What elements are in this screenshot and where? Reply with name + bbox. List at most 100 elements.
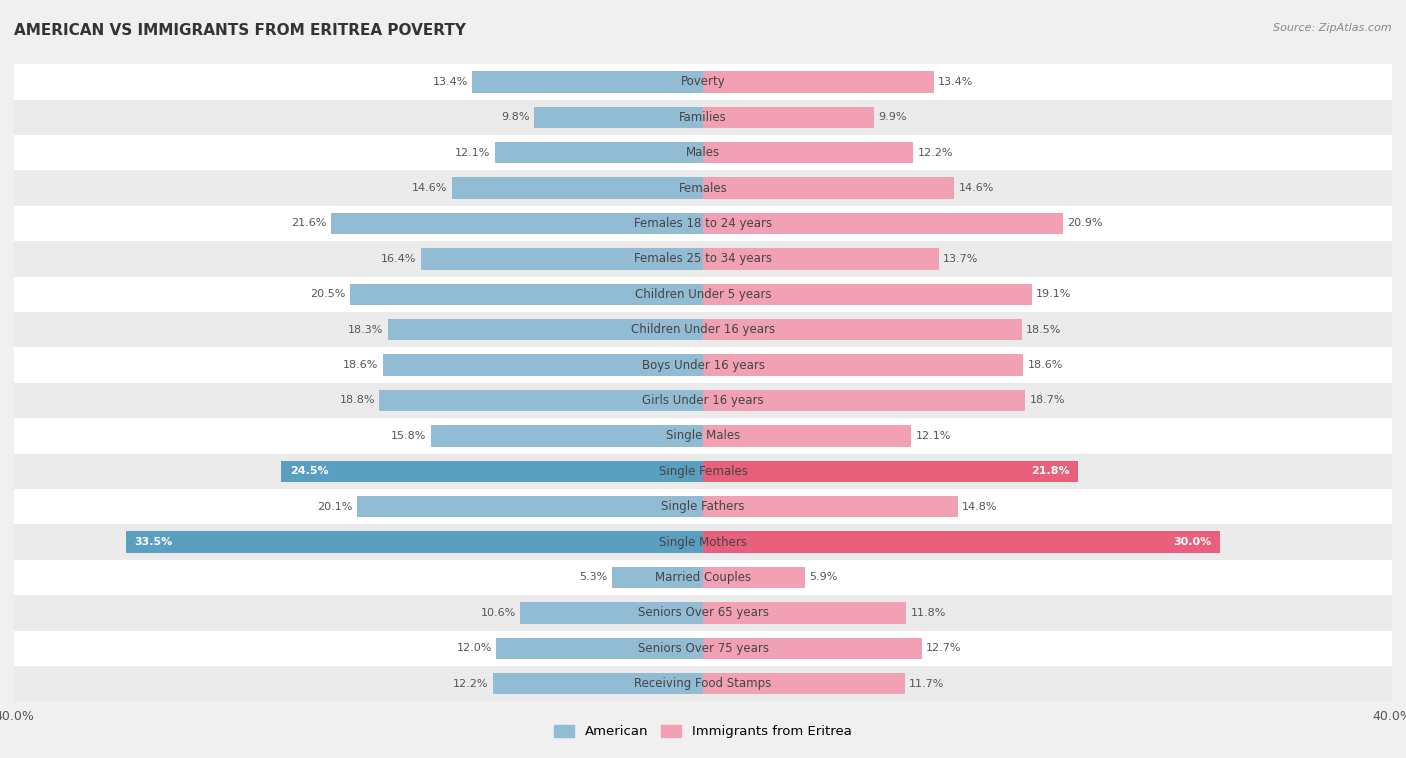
- Bar: [382, 355, 703, 376]
- Bar: [703, 283, 1032, 305]
- Bar: [703, 425, 911, 446]
- Text: 9.8%: 9.8%: [502, 112, 530, 122]
- Bar: [0, 205, 1406, 241]
- Bar: [0, 171, 1406, 205]
- Text: 16.4%: 16.4%: [381, 254, 416, 264]
- Bar: [0, 453, 1406, 489]
- Text: 11.8%: 11.8%: [911, 608, 946, 618]
- Text: Seniors Over 75 years: Seniors Over 75 years: [637, 642, 769, 655]
- Bar: [703, 603, 907, 624]
- Bar: [0, 347, 1406, 383]
- Bar: [0, 418, 1406, 453]
- Text: AMERICAN VS IMMIGRANTS FROM ERITREA POVERTY: AMERICAN VS IMMIGRANTS FROM ERITREA POVE…: [14, 23, 465, 38]
- Bar: [0, 277, 1406, 312]
- Bar: [703, 319, 1022, 340]
- Bar: [703, 461, 1078, 482]
- Text: 12.0%: 12.0%: [457, 644, 492, 653]
- Bar: [0, 489, 1406, 525]
- Bar: [496, 637, 703, 659]
- Bar: [703, 142, 912, 163]
- Text: Poverty: Poverty: [681, 75, 725, 89]
- Bar: [430, 425, 703, 446]
- Bar: [703, 531, 1219, 553]
- Bar: [703, 249, 939, 270]
- Bar: [520, 603, 703, 624]
- Text: 21.8%: 21.8%: [1031, 466, 1070, 476]
- Bar: [0, 666, 1406, 701]
- Text: 20.1%: 20.1%: [318, 502, 353, 512]
- Bar: [703, 567, 804, 588]
- Bar: [495, 142, 703, 163]
- Text: Receiving Food Stamps: Receiving Food Stamps: [634, 677, 772, 691]
- Bar: [0, 525, 1406, 560]
- Text: 18.6%: 18.6%: [343, 360, 378, 370]
- Text: 13.4%: 13.4%: [433, 77, 468, 87]
- Bar: [281, 461, 703, 482]
- Text: Girls Under 16 years: Girls Under 16 years: [643, 394, 763, 407]
- Text: Boys Under 16 years: Boys Under 16 years: [641, 359, 765, 371]
- Text: 12.1%: 12.1%: [915, 431, 950, 441]
- Text: 18.7%: 18.7%: [1029, 396, 1064, 406]
- Bar: [703, 496, 957, 517]
- Text: 9.9%: 9.9%: [877, 112, 907, 122]
- Text: 12.2%: 12.2%: [453, 678, 488, 689]
- Bar: [350, 283, 703, 305]
- Text: 11.7%: 11.7%: [908, 678, 945, 689]
- Text: 10.6%: 10.6%: [481, 608, 516, 618]
- Text: 15.8%: 15.8%: [391, 431, 426, 441]
- Bar: [0, 312, 1406, 347]
- Bar: [0, 595, 1406, 631]
- Text: 12.1%: 12.1%: [456, 148, 491, 158]
- Text: 13.7%: 13.7%: [943, 254, 979, 264]
- Bar: [420, 249, 703, 270]
- Text: 20.5%: 20.5%: [311, 290, 346, 299]
- Text: 21.6%: 21.6%: [291, 218, 326, 228]
- Bar: [612, 567, 703, 588]
- Bar: [0, 241, 1406, 277]
- Bar: [703, 673, 904, 694]
- Bar: [703, 390, 1025, 411]
- Text: 14.8%: 14.8%: [962, 502, 998, 512]
- Bar: [0, 560, 1406, 595]
- Text: Females: Females: [679, 182, 727, 195]
- Bar: [0, 383, 1406, 418]
- Text: Single Males: Single Males: [666, 429, 740, 443]
- Text: 24.5%: 24.5%: [290, 466, 328, 476]
- Bar: [703, 71, 934, 92]
- Text: Females 25 to 34 years: Females 25 to 34 years: [634, 252, 772, 265]
- Text: 20.9%: 20.9%: [1067, 218, 1102, 228]
- Text: 18.5%: 18.5%: [1026, 324, 1062, 335]
- Text: 30.0%: 30.0%: [1173, 537, 1211, 547]
- Bar: [0, 64, 1406, 99]
- Text: Single Fathers: Single Fathers: [661, 500, 745, 513]
- Text: 18.8%: 18.8%: [339, 396, 375, 406]
- Text: Children Under 16 years: Children Under 16 years: [631, 323, 775, 337]
- Text: Seniors Over 65 years: Seniors Over 65 years: [637, 606, 769, 619]
- Bar: [451, 177, 703, 199]
- Bar: [703, 355, 1024, 376]
- Text: 12.2%: 12.2%: [918, 148, 953, 158]
- Bar: [380, 390, 703, 411]
- Bar: [0, 99, 1406, 135]
- Text: 14.6%: 14.6%: [412, 183, 447, 193]
- Text: Source: ZipAtlas.com: Source: ZipAtlas.com: [1274, 23, 1392, 33]
- Legend: American, Immigrants from Eritrea: American, Immigrants from Eritrea: [550, 719, 856, 744]
- Text: 5.3%: 5.3%: [579, 572, 607, 582]
- Text: Families: Families: [679, 111, 727, 124]
- Bar: [330, 213, 703, 234]
- Bar: [357, 496, 703, 517]
- Bar: [0, 631, 1406, 666]
- Bar: [703, 177, 955, 199]
- Bar: [703, 213, 1063, 234]
- Text: 12.7%: 12.7%: [927, 644, 962, 653]
- Bar: [0, 135, 1406, 171]
- Text: 13.4%: 13.4%: [938, 77, 973, 87]
- Text: Single Females: Single Females: [658, 465, 748, 478]
- Text: 18.3%: 18.3%: [349, 324, 384, 335]
- Bar: [472, 71, 703, 92]
- Bar: [388, 319, 703, 340]
- Text: Single Mothers: Single Mothers: [659, 536, 747, 549]
- Bar: [127, 531, 703, 553]
- Bar: [534, 107, 703, 128]
- Text: Females 18 to 24 years: Females 18 to 24 years: [634, 217, 772, 230]
